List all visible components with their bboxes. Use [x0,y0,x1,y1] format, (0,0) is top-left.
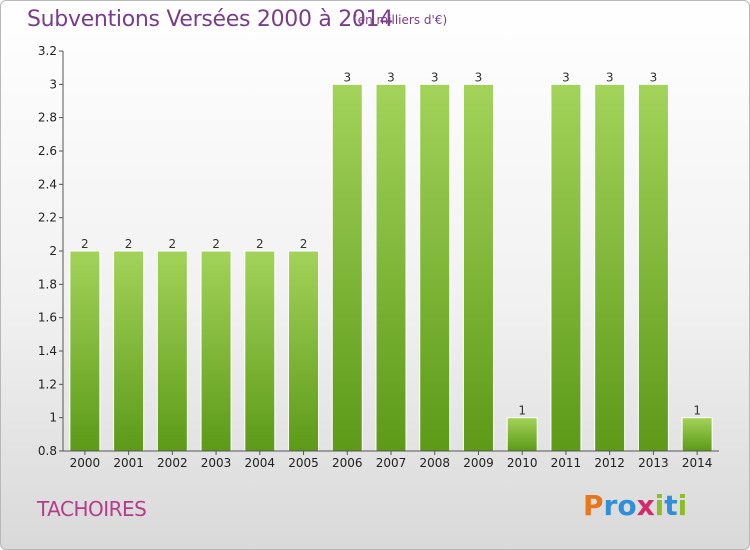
x-tick-label: 2000 [70,456,101,470]
bar-value-label: 2 [300,237,308,251]
x-tick-label: 2005 [288,456,319,470]
bar-value-label: 1 [693,404,701,418]
bar-2010 [506,417,538,452]
bar-value-label: 2 [256,237,264,251]
town-name: TACHOIRES [37,497,147,521]
y-tick-label: 3 [49,77,57,91]
bar-value-label: 1 [518,404,526,418]
y-tick-label: 3.2 [38,44,57,58]
logo-letter: o [617,489,637,522]
x-tick-label: 2009 [463,456,494,470]
logo-letter: x [636,489,655,522]
bar-value-label: 3 [387,70,395,84]
y-tick-label: 0.8 [38,444,57,458]
logo-letter: t [664,489,678,522]
bar-value-label: 3 [650,70,658,84]
logo-letter: i [654,489,665,522]
bar-2014 [681,417,713,452]
bar-value-label: 3 [562,70,570,84]
bar-2001 [113,250,145,452]
bar-2000 [69,250,101,452]
bar-2003 [200,250,232,452]
bar-value-label: 3 [343,70,351,84]
bar-2004 [244,250,276,452]
x-tick-label: 2011 [551,456,582,470]
logo-letter: P [583,489,604,522]
y-tick-label: 2.2 [38,211,57,225]
bar-2002 [156,250,188,452]
logo-letter: r [603,489,618,522]
logo-letter: i [677,489,688,522]
y-tick-label: 1.4 [38,344,57,358]
y-tick-label: 2.6 [38,144,57,158]
bar-2009 [462,83,494,452]
chart-title: Subventions Versées 2000 à 2014 [27,7,394,32]
x-tick-label: 2002 [157,456,188,470]
y-tick-label: 1 [49,411,57,425]
x-tick-label: 2010 [507,456,538,470]
bar-value-label: 2 [81,237,89,251]
bar-value-label: 3 [606,70,614,84]
bar-2012 [594,83,626,452]
x-tick-label: 2013 [638,456,669,470]
x-tick-label: 2004 [245,456,276,470]
x-tick-label: 2001 [113,456,144,470]
y-tick-label: 1.6 [38,311,57,325]
x-tick-label: 2003 [201,456,232,470]
bar-value-label: 3 [475,70,483,84]
y-tick-label: 2.4 [38,177,57,191]
bar-value-label: 3 [431,70,439,84]
bar-2011 [550,83,582,452]
x-tick-label: 2008 [419,456,450,470]
y-tick-label: 2.8 [38,111,57,125]
proxiti-logo: Proxiti [583,489,687,522]
y-tick-label: 2 [49,244,57,258]
bar-2005 [288,250,320,452]
y-tick-label: 1.8 [38,277,57,291]
bar-value-label: 2 [212,237,220,251]
x-tick-label: 2007 [376,456,407,470]
bar-2007 [375,83,407,452]
x-tick-label: 2014 [682,456,713,470]
bar-2013 [637,83,669,452]
x-tick-label: 2012 [594,456,625,470]
y-tick-label: 1.2 [38,377,57,391]
x-tick-label: 2006 [332,456,363,470]
bar-value-label: 2 [125,237,133,251]
bar-2006 [331,83,363,452]
bar-value-label: 2 [169,237,177,251]
bar-2008 [419,83,451,452]
chart-subtitle: (en milliers d'€) [353,13,448,27]
